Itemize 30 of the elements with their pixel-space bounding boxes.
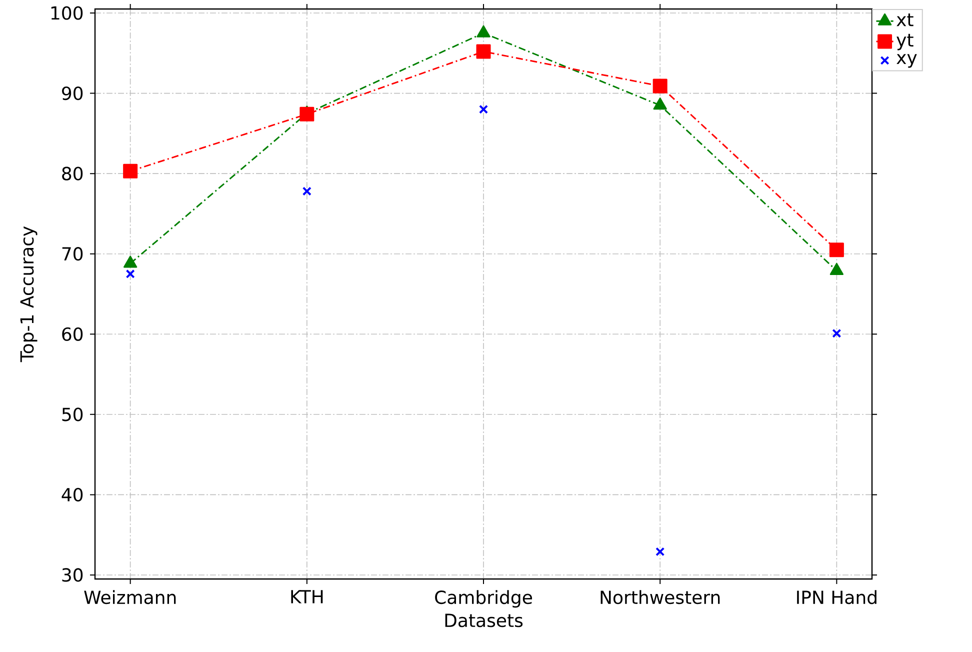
legend-label: xy bbox=[896, 54, 917, 68]
x-tick-label: Northwestern bbox=[600, 590, 720, 604]
y-tick-label: 90 bbox=[62, 86, 83, 100]
point bbox=[300, 106, 314, 122]
point bbox=[832, 328, 842, 338]
y-axis-title: Top-1 Accuracy bbox=[20, 226, 38, 362]
point bbox=[123, 164, 138, 178]
point bbox=[829, 242, 844, 258]
point bbox=[656, 547, 665, 556]
legend-label: yt bbox=[896, 34, 914, 50]
x-tick-label: Weizmann bbox=[84, 590, 176, 604]
y-tick-label: 70 bbox=[62, 247, 83, 261]
y-tick-label: 60 bbox=[62, 327, 83, 341]
x-tick-label: IPN Hand bbox=[797, 590, 876, 604]
y-tick-label: 30 bbox=[62, 568, 83, 582]
point bbox=[302, 186, 312, 196]
y-tick-label: 40 bbox=[62, 488, 83, 502]
y-tick-label: 50 bbox=[62, 408, 83, 422]
point bbox=[652, 78, 668, 94]
point bbox=[476, 44, 491, 59]
point bbox=[126, 269, 135, 278]
x-axis-title: Datasets bbox=[445, 614, 523, 628]
x-tick-label: KTH bbox=[291, 590, 323, 604]
point bbox=[478, 104, 488, 114]
y-tick-label: 100 bbox=[51, 6, 83, 20]
point bbox=[476, 25, 490, 38]
point bbox=[653, 98, 667, 110]
legend-label: xt bbox=[896, 13, 914, 26]
y-tick-label: 80 bbox=[62, 166, 83, 180]
x-tick-label: Cambridge bbox=[435, 590, 532, 608]
